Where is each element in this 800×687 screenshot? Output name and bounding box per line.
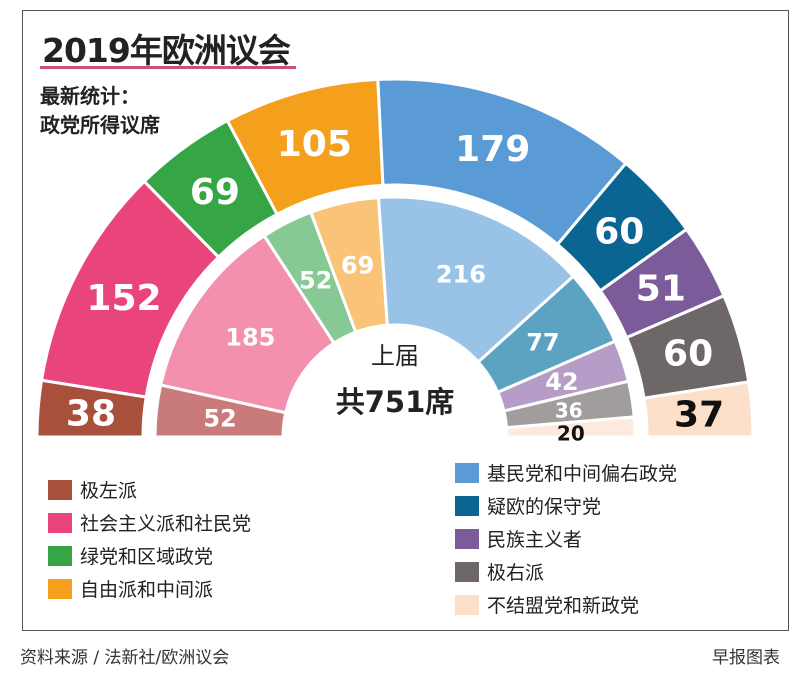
seat-count-label: 216 <box>436 260 486 288</box>
legend-label: 不结盟党和新政党 <box>487 595 640 617</box>
legend-item: 极左派 <box>48 473 251 506</box>
seat-segment <box>642 380 755 439</box>
credit-note: 早报图表 <box>712 648 780 668</box>
legend-swatch <box>455 528 479 549</box>
chart-title: 2019年欧洲议会 <box>42 31 291 70</box>
seat-count-label: 69 <box>341 252 374 280</box>
seat-count-label: 51 <box>636 268 686 309</box>
legend-swatch <box>48 479 72 500</box>
seat-segment <box>598 227 726 340</box>
seat-count-label: 42 <box>545 368 578 396</box>
legend-swatch <box>455 594 479 615</box>
legend-label: 极右派 <box>487 562 545 584</box>
legend-item: 极右派 <box>455 555 677 588</box>
seat-segment <box>262 210 358 346</box>
legend-right: 基民党和中间偏右政党 疑欧的保守党 民族主义者极右派不结盟党和新政党 <box>455 456 677 621</box>
subtitle-line: 最新统计： <box>40 84 140 108</box>
seat-count-label: 20 <box>557 421 585 445</box>
legend-item: 绿党和区域政党 <box>48 539 251 572</box>
legend-left: 极左派社会主义派和社民党 绿党和区域政党 自由派和中间派 <box>48 473 251 605</box>
subtitle-line: 政党所得议席 <box>40 113 160 137</box>
legend-item: 自由派和中间派 <box>48 572 251 605</box>
seat-segment <box>308 195 389 335</box>
seat-count-label: 77 <box>526 328 559 356</box>
seat-count-label: 52 <box>299 267 332 295</box>
seat-count-label: 36 <box>555 399 583 423</box>
seat-segment <box>376 77 628 247</box>
center-label: 上届 <box>371 342 419 370</box>
seat-segment <box>35 378 148 439</box>
legend-item: 不结盟党和新政党 <box>455 588 677 621</box>
legend-label: 自由派和中间派 <box>80 579 214 601</box>
seat-count-label: 69 <box>190 172 240 213</box>
legend-item: 疑欧的保守党 <box>455 489 677 522</box>
seat-segment <box>142 118 280 260</box>
legend-swatch <box>48 578 72 599</box>
seat-segment <box>158 233 337 415</box>
legend-label: 民族主义者 <box>487 529 583 551</box>
seat-segment <box>476 274 617 395</box>
legend-swatch <box>48 545 72 566</box>
seat-count-label: 105 <box>277 124 352 165</box>
legend-swatch <box>455 495 479 516</box>
seat-count-label: 60 <box>663 334 713 375</box>
legend-item: 民族主义者 <box>455 522 677 555</box>
legend-label: 社会主义派和社民党 <box>80 513 252 535</box>
title-underline <box>40 66 296 69</box>
legend-label: 疑欧的保守党 <box>487 496 602 518</box>
legend-item: 基民党和中间偏右政党 <box>455 456 677 489</box>
chart-frame <box>22 10 789 631</box>
seat-segment <box>376 195 576 365</box>
seat-count-label: 185 <box>225 323 275 351</box>
legend-item: 社会主义派和社民党 <box>48 506 251 539</box>
center-total: 共751席 <box>336 385 455 419</box>
chart-subtitle: 最新统计： 政党所得议席 <box>40 82 160 140</box>
legend-label: 基民党和中间偏右政党 <box>487 463 678 485</box>
source-note: 资料来源 / 法新社/欧洲议会 <box>20 648 230 668</box>
seat-segment <box>555 161 689 293</box>
legend-swatch <box>455 561 479 582</box>
legend-label: 极左派 <box>80 480 138 502</box>
seat-count-label: 37 <box>674 394 724 435</box>
seat-segment <box>624 293 751 400</box>
seat-segment <box>39 179 221 399</box>
seat-segment <box>153 383 288 439</box>
legend-label: 绿党和区域政党 <box>80 546 214 568</box>
seat-count-label: 52 <box>203 404 236 432</box>
seat-segment <box>495 339 631 413</box>
legend-swatch <box>455 462 479 483</box>
legend-swatch <box>48 512 72 533</box>
seat-count-label: 38 <box>66 394 116 435</box>
seat-count-label: 60 <box>594 211 644 252</box>
seat-count-label: 179 <box>455 129 530 170</box>
seat-count-label: 152 <box>86 278 161 319</box>
seat-segment <box>225 77 385 217</box>
parliament-chart: 上届 共751席 38 152 69 105 179 60 51 60 37 52 185 52 69 2… <box>35 77 755 445</box>
